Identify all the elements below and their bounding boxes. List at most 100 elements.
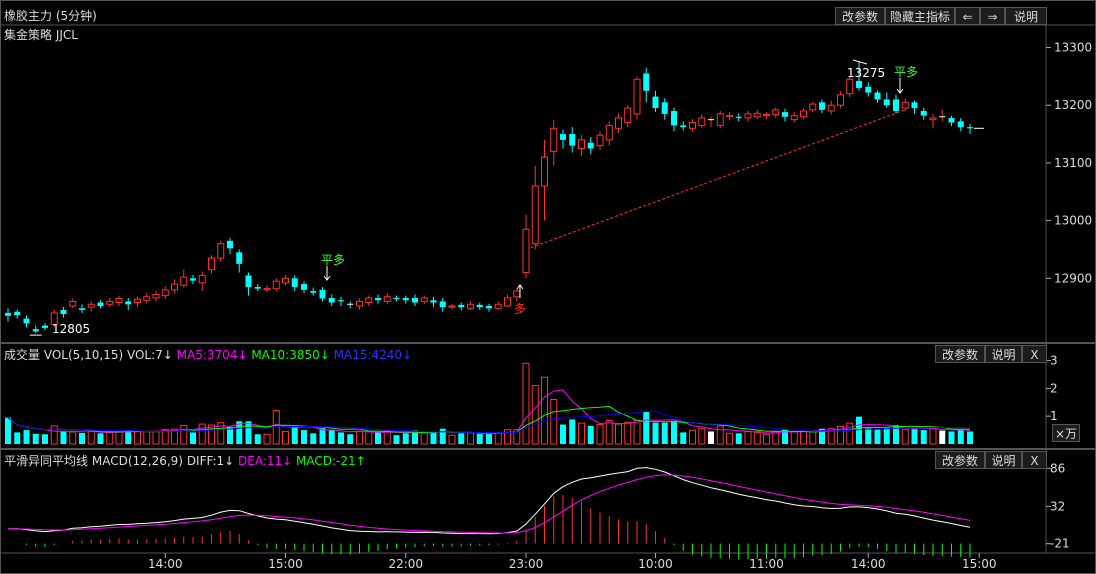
volume-name: 成交量 — [4, 348, 41, 362]
volume-bar — [328, 430, 335, 444]
help-button[interactable]: 说明 — [1005, 7, 1047, 25]
volume-bar — [106, 431, 114, 445]
hide-main-indicator-button[interactable]: 隐藏主指标 — [885, 7, 955, 25]
volume-bar — [874, 429, 881, 444]
candle-up — [50, 312, 58, 325]
volume-bar — [190, 432, 196, 444]
duo-signal: 多 — [514, 302, 527, 316]
volume-bar — [467, 432, 474, 445]
candle-down — [393, 297, 400, 300]
candle-up — [494, 303, 502, 309]
params-button[interactable]: 改参数 — [835, 7, 885, 25]
candle-up — [87, 303, 95, 308]
volume-close-button[interactable]: X — [1022, 345, 1047, 363]
candle-up — [467, 303, 474, 309]
ping-duo-signal-2: 平多 — [894, 65, 919, 79]
volume-bar — [735, 433, 742, 444]
volume-bar — [698, 428, 706, 445]
volume-help-button[interactable]: 说明 — [985, 345, 1022, 363]
candle-down — [735, 116, 742, 118]
candle-down — [97, 302, 104, 306]
volume-bar — [531, 385, 539, 445]
volume-bar — [412, 430, 418, 444]
candle-down — [671, 111, 677, 126]
volume-bar — [476, 433, 483, 444]
candle-down — [587, 142, 594, 149]
volume-bar — [152, 430, 160, 445]
volume-bar — [5, 417, 11, 444]
candle-up — [790, 115, 798, 121]
volume-bar — [578, 422, 585, 445]
volume-bar — [615, 423, 622, 445]
candle-up — [698, 117, 706, 126]
volume-bar — [319, 428, 326, 444]
volume-bar — [967, 431, 973, 444]
candle-up — [180, 276, 188, 286]
volume-bar — [134, 430, 141, 445]
candle-up — [837, 94, 844, 106]
volume-bar — [550, 399, 558, 445]
volume-bar — [522, 362, 530, 445]
time-tick-label: 14:00 — [851, 557, 886, 571]
strategy-label: 集金策略 JJCL — [4, 28, 78, 42]
volume-bar — [383, 430, 391, 445]
high-price-label: 13275 — [847, 66, 886, 80]
candle-down — [301, 284, 307, 290]
volume-params-button[interactable]: 改参数 — [935, 345, 985, 363]
volume-bar — [143, 430, 151, 445]
candle-up — [689, 122, 696, 129]
candle-up — [356, 300, 363, 307]
candle-up — [901, 101, 909, 109]
candle-down — [125, 301, 132, 305]
next-arrow-button[interactable]: ⇒ — [980, 7, 1005, 25]
volume-bar — [587, 425, 594, 444]
candle-up — [809, 103, 817, 111]
candle-down — [874, 92, 881, 100]
volume-bar — [171, 428, 178, 445]
volume-bar — [541, 376, 548, 445]
volume-bar — [115, 430, 123, 445]
volume-bar — [282, 430, 289, 445]
volume-bar — [79, 432, 85, 444]
candle-down — [60, 310, 67, 315]
candle-up — [763, 113, 770, 117]
candle-down — [245, 275, 252, 287]
time-tick-label: 22:00 — [388, 557, 423, 571]
volume-bar — [782, 429, 788, 444]
candle-up — [578, 139, 585, 150]
candle-down — [911, 102, 918, 109]
candle-down — [782, 112, 788, 117]
volume-bar — [338, 432, 344, 444]
volume-bar — [245, 421, 252, 444]
prev-arrow-button[interactable]: ⇐ — [955, 7, 980, 25]
macd-close-button[interactable]: X — [1022, 451, 1047, 469]
candle-up — [633, 78, 641, 115]
candle-down — [79, 308, 85, 311]
macd-params-button[interactable]: 改参数 — [935, 451, 985, 469]
candle-down — [458, 304, 465, 308]
volume-bar — [208, 424, 215, 445]
volume-bar — [790, 430, 798, 445]
volume-bar — [911, 429, 918, 444]
candle-up — [744, 113, 752, 119]
volume-bar — [365, 430, 373, 445]
candle-up — [106, 300, 114, 305]
candle-down — [5, 312, 11, 316]
volume-bar — [430, 431, 437, 444]
candle-down — [569, 134, 576, 146]
candle-up — [800, 110, 807, 118]
volume-bar — [50, 425, 58, 445]
volume-bar — [865, 428, 872, 444]
price-tick-label: 13300 — [1054, 41, 1092, 55]
macd-help-button[interactable]: 说明 — [985, 451, 1022, 469]
macd-dea-line — [8, 474, 971, 534]
candle-down — [236, 252, 243, 264]
candle-down — [819, 102, 825, 110]
volume-indicator: VOL(5,10,15) — [43, 348, 124, 362]
volume-bar — [236, 421, 243, 444]
candle-down — [254, 286, 261, 289]
volume-tick-label: 1 — [1050, 409, 1058, 423]
candle-down — [486, 306, 492, 309]
macd-dea: DEA:11↓ — [238, 454, 293, 468]
candle-down — [375, 297, 381, 301]
